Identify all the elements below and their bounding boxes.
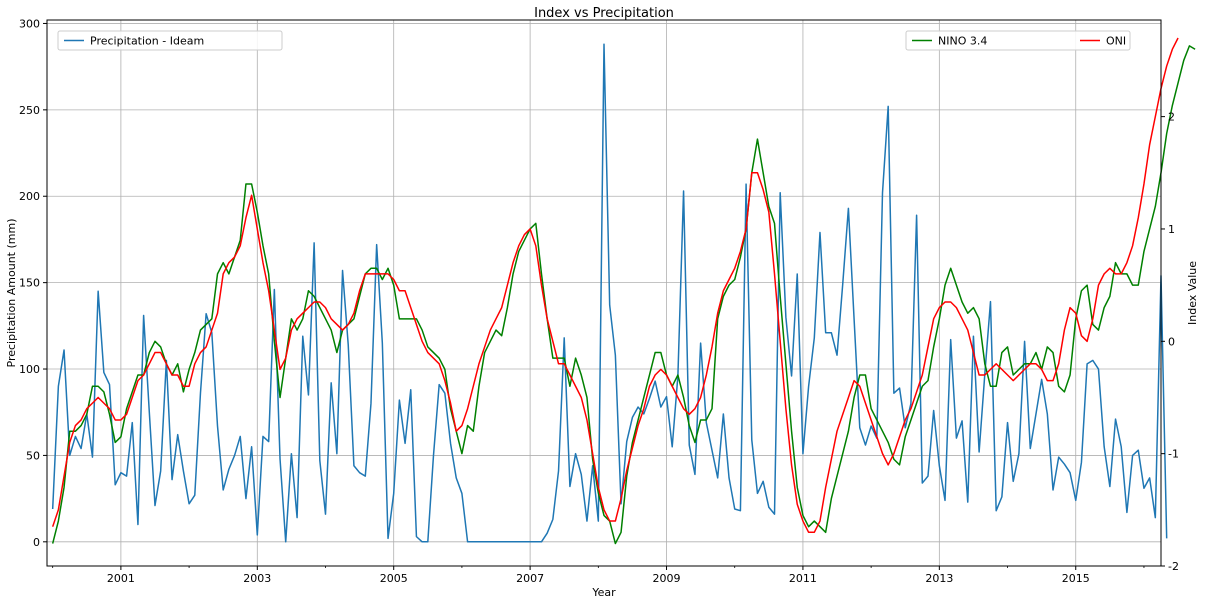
left-y-tick-label: 200 — [19, 190, 40, 203]
chart-title: Index vs Precipitation — [534, 6, 674, 21]
x-tick-label: 2013 — [925, 572, 953, 585]
right-y-axis: -2 -1 0 1 2 — [1161, 111, 1179, 573]
legend-oni-label: ONI — [1106, 35, 1126, 48]
x-tick-label: 2007 — [516, 572, 544, 585]
legend-nino-label: NINO 3.4 — [938, 35, 987, 48]
series-line-precipitation-ideam — [51, 43, 1168, 543]
left-y-tick-label: 50 — [26, 449, 40, 462]
left-y-tick-label: 0 — [33, 536, 40, 549]
left-y-axis: 0 50 100 150 200 250 300 — [19, 17, 47, 549]
x-tick-label: 2015 — [1062, 572, 1090, 585]
right-y-tick-label: 1 — [1168, 223, 1175, 236]
series-line-nino-3-4 — [51, 45, 1196, 545]
legend-right-box — [905, 30, 1131, 51]
series-lines — [51, 37, 1196, 545]
x-axis-title: Year — [591, 586, 616, 599]
left-y-tick-label: 100 — [19, 363, 40, 376]
left-y-tick-label: 300 — [19, 17, 40, 30]
left-y-tick-label: 250 — [19, 104, 40, 117]
right-y-tick-label: -1 — [1168, 448, 1179, 461]
x-tick-label: 2011 — [789, 572, 817, 585]
left-y-axis-title: Precipitation Amount (mm) — [5, 219, 18, 368]
x-tick-label: 2005 — [380, 572, 408, 585]
x-axis: 2001 2003 2005 2007 2009 2011 2013 2015 — [52, 566, 1145, 585]
right-y-tick-label: 2 — [1168, 111, 1175, 124]
right-y-tick-label: 0 — [1168, 335, 1175, 348]
series-line-oni — [51, 37, 1179, 534]
x-tick-label: 2009 — [653, 572, 681, 585]
right-y-tick-label: -2 — [1168, 560, 1179, 573]
right-y-axis-title: Index Value — [1186, 261, 1199, 325]
plot-area-frame — [46, 19, 1162, 567]
legend-right: NINO 3.4 ONI — [905, 30, 1131, 51]
left-y-tick-label: 150 — [19, 277, 40, 290]
legend-left: Precipitation - Ideam — [57, 30, 283, 51]
x-tick-label: 2001 — [107, 572, 135, 585]
legend-precip-label: Precipitation - Ideam — [90, 35, 204, 48]
x-tick-label: 2003 — [243, 572, 271, 585]
legend-left-box — [57, 30, 283, 51]
